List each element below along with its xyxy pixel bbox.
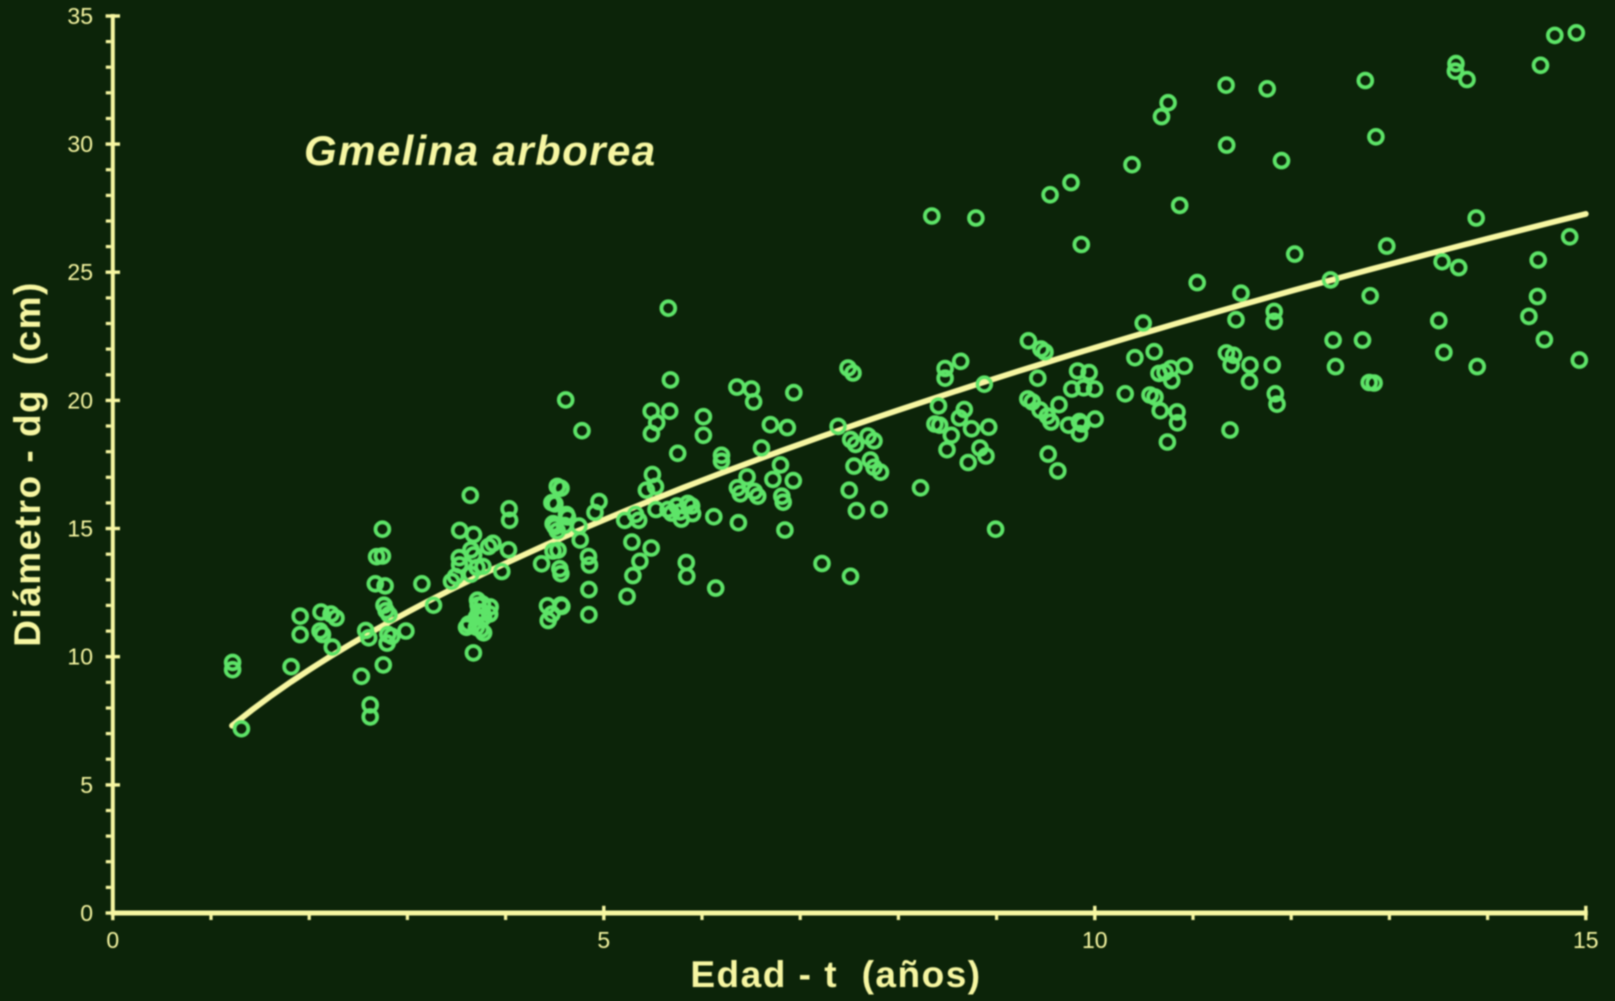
svg-text:30: 30	[67, 131, 93, 157]
svg-text:10: 10	[67, 644, 93, 670]
svg-text:0: 0	[106, 927, 119, 953]
svg-text:10: 10	[1082, 927, 1108, 953]
svg-text:Edad - t (años): Edad - t (años)	[690, 954, 981, 995]
svg-text:25: 25	[67, 259, 93, 285]
svg-text:Diámetro - dg (cm): Diámetro - dg (cm)	[7, 281, 48, 647]
svg-text:5: 5	[597, 927, 610, 953]
svg-text:15: 15	[67, 516, 93, 542]
svg-text:35: 35	[67, 3, 93, 29]
svg-text:5: 5	[80, 772, 93, 798]
svg-text:Gmelina arborea: Gmelina arborea	[304, 127, 656, 174]
svg-text:0: 0	[80, 900, 93, 926]
svg-text:20: 20	[67, 387, 93, 413]
svg-text:15: 15	[1573, 927, 1599, 953]
